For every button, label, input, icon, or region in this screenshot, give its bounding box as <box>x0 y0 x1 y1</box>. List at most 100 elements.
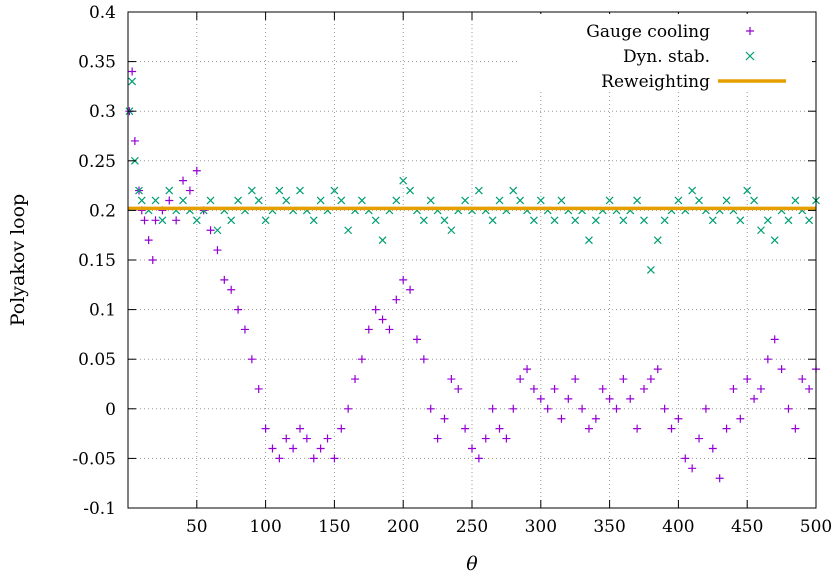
dyn-stab-point <box>192 216 201 225</box>
dyn-stab-point <box>633 196 642 205</box>
gauge-cooling-point <box>722 424 731 433</box>
gauge-cooling-point <box>206 226 215 235</box>
dyn-stab-point <box>619 216 628 225</box>
gauge-cooling-point <box>213 246 222 255</box>
gauge-cooling-point <box>172 216 181 225</box>
dyn-stab-point <box>309 216 318 225</box>
gauge-cooling-point <box>447 375 456 384</box>
gauge-cooling-point <box>454 384 463 393</box>
dyn-stab-point <box>440 216 449 225</box>
gauge-cooling-point <box>571 375 580 384</box>
dyn-stab-point <box>406 186 415 195</box>
dyn-stab-point <box>646 265 655 274</box>
x-tick-label: 400 <box>662 517 694 537</box>
gauge-cooling-point <box>701 404 710 413</box>
y-tick-label: 0.35 <box>78 53 116 73</box>
gauge-cooling-point <box>777 365 786 374</box>
gauge-cooling-point <box>612 404 621 413</box>
dyn-stab-point <box>640 216 648 225</box>
x-tick-label: 350 <box>593 517 625 537</box>
dyn-stab-point <box>488 216 497 225</box>
dyn-stab-point <box>344 226 353 235</box>
dyn-stab-point <box>653 236 662 245</box>
legend-label-gauge-cooling: Gauge cooling <box>586 22 710 42</box>
gauge-cooling-point <box>192 166 201 175</box>
gauge-cooling-point <box>805 384 814 393</box>
gauge-cooling-point <box>378 315 387 324</box>
gauge-cooling-point <box>729 384 738 393</box>
gauge-cooling-point <box>234 305 243 314</box>
gauge-cooling-point <box>385 325 394 334</box>
gauge-cooling-point <box>791 424 800 433</box>
gauge-cooling-point <box>591 414 600 423</box>
legend-label-reweighting: Reweighting <box>601 72 710 92</box>
dyn-stab-point <box>337 196 346 205</box>
dyn-stab-point <box>296 186 304 195</box>
gauge-cooling-point <box>247 355 256 364</box>
gauge-cooling-point <box>509 404 518 413</box>
gauge-cooling-point <box>165 196 174 205</box>
x-tick-label: 450 <box>731 517 763 537</box>
dyn-stab-point <box>571 216 580 225</box>
gauge-cooling-point <box>688 464 697 473</box>
legend-marker-gauge-cooling <box>746 27 754 35</box>
dyn-stab-point <box>805 216 814 225</box>
dyn-stab-point <box>378 236 387 245</box>
gauge-cooling-point <box>399 275 408 284</box>
dyn-stab-point <box>536 196 545 205</box>
gauge-cooling-point <box>128 67 137 76</box>
gauge-cooling-point <box>578 404 587 413</box>
dyn-stab-point <box>128 77 137 86</box>
gauge-cooling-point <box>557 414 566 423</box>
gauge-cooling-point <box>371 305 380 314</box>
dyn-stab-point <box>509 186 518 195</box>
gauge-cooling-point <box>261 424 270 433</box>
gauge-cooling-point <box>144 236 153 245</box>
gauge-cooling-point <box>674 414 683 423</box>
legend-marker-dyn-stab <box>745 51 755 61</box>
gauge-cooling-point <box>763 355 772 364</box>
gauge-cooling-points <box>125 67 820 483</box>
dyn-stab-point <box>137 196 146 205</box>
dyn-stab-point <box>447 226 456 235</box>
y-tick-label: 0.3 <box>89 102 116 122</box>
dyn-stab-point <box>591 216 600 225</box>
dyn-stab-point <box>330 186 339 195</box>
dyn-stab-point <box>743 186 752 195</box>
dyn-stab-point <box>399 176 408 185</box>
gauge-cooling-point <box>268 444 277 453</box>
dyn-stab-point <box>722 196 731 205</box>
dyn-stab-point <box>660 216 669 225</box>
gauge-cooling-point <box>302 434 311 443</box>
x-tick-label: 150 <box>318 517 350 537</box>
gauge-cooling-point <box>695 434 704 443</box>
y-tick-label: 0.4 <box>89 3 116 23</box>
dyn-stab-point <box>557 196 566 205</box>
gauge-cooling-point <box>433 434 442 443</box>
gauge-cooling-point <box>633 424 642 433</box>
dyn-stab-point <box>275 186 284 195</box>
x-tick-label: 500 <box>800 517 832 537</box>
y-tick-label: -0.05 <box>72 449 116 469</box>
y-tick-label: 0.05 <box>78 350 116 370</box>
dyn-stab-point <box>763 216 772 225</box>
gauge-cooling-point <box>640 384 648 393</box>
gauge-cooling-point <box>736 414 745 423</box>
dyn-stab-point <box>282 196 291 205</box>
gauge-cooling-point <box>289 444 298 453</box>
gauge-cooling-point <box>667 424 676 433</box>
gauge-cooling-point <box>140 216 149 225</box>
dyn-stab-point <box>179 196 187 205</box>
x-axis-label: θ <box>466 553 478 575</box>
y-tick-label: 0.25 <box>78 152 116 172</box>
gauge-cooling-point <box>523 365 532 374</box>
gauge-cooling-point <box>660 404 669 413</box>
dyn-stab-point <box>461 196 470 205</box>
gauge-cooling-point <box>495 424 504 433</box>
dyn-stab-point <box>708 216 717 225</box>
gauge-cooling-point <box>543 404 552 413</box>
gauge-cooling-point <box>468 444 476 453</box>
gauge-cooling-point <box>440 414 449 423</box>
dyn-stab-point <box>419 216 428 225</box>
